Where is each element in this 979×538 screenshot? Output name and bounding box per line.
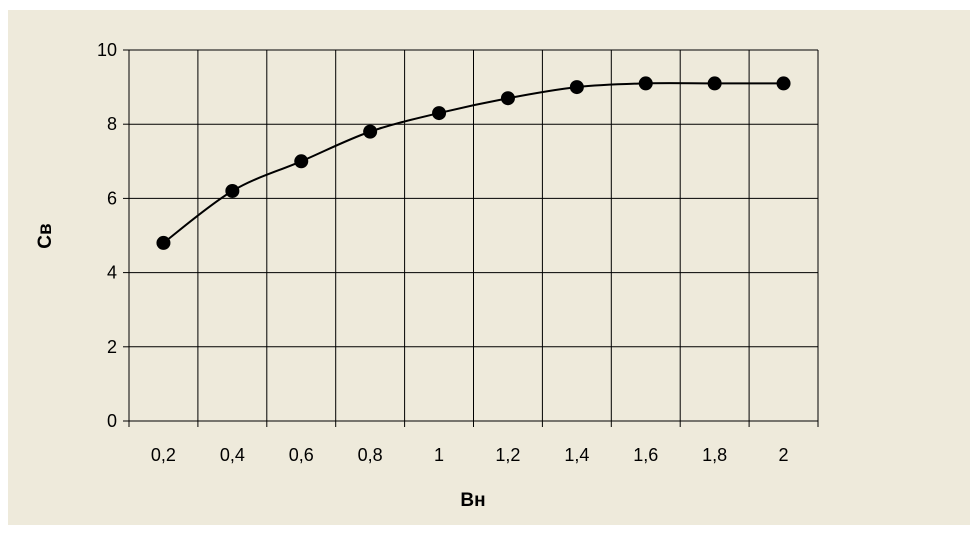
x-tick-label: 0,6	[289, 445, 314, 465]
data-point	[156, 235, 171, 250]
y-tick-label: 0	[107, 411, 117, 431]
y-axis-title: Св	[35, 223, 56, 248]
x-tick-label: 0,8	[358, 445, 383, 465]
x-tick-label: 0,2	[151, 445, 176, 465]
x-tick-label: 1	[434, 445, 444, 465]
y-tick-label: 8	[107, 114, 117, 134]
y-tick-label: 6	[107, 188, 117, 208]
data-point	[363, 124, 378, 139]
x-tick-label: 1,2	[495, 445, 520, 465]
x-tick-label: 0,4	[220, 445, 245, 465]
y-tick-label: 2	[107, 337, 117, 357]
x-tick-label: 1,8	[702, 445, 727, 465]
data-point	[294, 154, 309, 169]
data-point	[776, 76, 791, 91]
data-point	[225, 183, 240, 198]
y-tick-label: 4	[107, 263, 117, 283]
x-tick-label: 2	[779, 445, 789, 465]
x-tick-label: 1,6	[633, 445, 658, 465]
tick-labels: 0 2 4 6 8 10 0,2 0,4 0,6 0,8 1 1,2 1,4 1,6 1,8 2	[97, 40, 789, 465]
axes	[123, 49, 819, 427]
data-point	[569, 80, 584, 95]
y-tick-label: 10	[97, 40, 117, 60]
series-line	[162, 82, 784, 244]
data-point	[707, 76, 722, 91]
grid-lines	[129, 49, 819, 421]
data-point	[638, 76, 653, 91]
x-axis-title: Вн	[460, 490, 485, 511]
series-layer	[156, 76, 791, 250]
x-tick-label: 1,4	[564, 445, 589, 465]
data-point	[432, 106, 447, 121]
data-point	[500, 91, 515, 106]
